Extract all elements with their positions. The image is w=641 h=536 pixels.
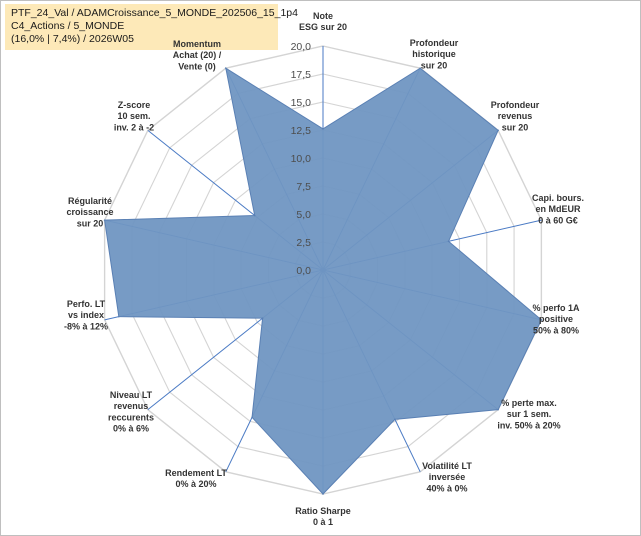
series-point bbox=[497, 408, 499, 411]
axis-label-line: inv. 2 à -2 bbox=[114, 122, 154, 132]
axis-label-line: Volatilité LT bbox=[422, 461, 472, 471]
axis-label-line: 50% à 80% bbox=[533, 325, 579, 335]
tick-label: 17,5 bbox=[291, 69, 312, 81]
radar-tick-labels: 0,0 2,5 5,0 7,5 10,0 12,5 15,0 17,5 20,0 bbox=[291, 41, 312, 277]
axis-label: Ratio Sharpe 0 à 1 bbox=[295, 506, 351, 527]
series-point bbox=[497, 129, 499, 132]
axis-label-line: inv. 50% à 20% bbox=[497, 420, 560, 430]
axis-label-line: 0% à 20% bbox=[175, 479, 216, 489]
series-point bbox=[261, 317, 264, 319]
axis-label-line: vs index bbox=[68, 310, 104, 320]
series-point bbox=[394, 418, 396, 421]
axis-label-line: Momentum bbox=[173, 39, 221, 49]
chart-header-box: PTF_24_Val / ADAMCroissance_5_MONDE_2025… bbox=[5, 4, 298, 50]
axis-label-line: Capi. bours. bbox=[532, 193, 584, 203]
axis-label: Z-score 10 sem. inv. 2 à -2 bbox=[114, 100, 154, 132]
axis-label: Note ESG sur 20 bbox=[299, 11, 347, 32]
series-area bbox=[104, 67, 543, 495]
axis-label-line: Achat (20) / bbox=[173, 50, 222, 60]
axis-label-line: Perfo. LT bbox=[67, 299, 106, 309]
series-point bbox=[253, 214, 256, 217]
tick-label: 20,0 bbox=[291, 41, 312, 53]
axis-label: Profondeur revenus sur 20 bbox=[491, 100, 540, 132]
axis-label-line: historique bbox=[412, 49, 456, 59]
axis-label-line: 10 sem. bbox=[117, 111, 150, 121]
axis-label: Volatilité LT inversée 40% à 0% bbox=[422, 461, 472, 493]
axis-label-line: sur 20 bbox=[77, 218, 104, 228]
series-point bbox=[225, 67, 227, 69]
series-point bbox=[419, 67, 421, 69]
axis-label-line: 0 à 60 G€ bbox=[538, 215, 578, 225]
axis-label-line: croissance bbox=[66, 207, 113, 217]
axis-label: Perfo. LT vs index -8% à 12% bbox=[64, 299, 108, 331]
axis-label: % perfo 1A positive 50% à 80% bbox=[532, 303, 580, 335]
series-point bbox=[322, 493, 324, 495]
axis-label-line: revenus bbox=[114, 401, 149, 411]
axis-label: Régularité croissance sur 20 bbox=[66, 196, 113, 228]
axis-label-line: Profondeur bbox=[491, 100, 540, 110]
header-line-portfolio: PTF_24_Val / ADAMCroissance_5_MONDE_2025… bbox=[11, 7, 298, 19]
radar-series bbox=[103, 67, 543, 495]
axis-label: Profondeur historique sur 20 bbox=[410, 38, 459, 70]
series-point bbox=[251, 416, 253, 419]
axis-label-line: reccurents bbox=[108, 412, 154, 422]
axis-label-line: revenus bbox=[498, 111, 533, 121]
axis-label-line: sur 20 bbox=[502, 122, 529, 132]
series-point bbox=[103, 219, 106, 221]
axis-label-line: Rendement LT bbox=[165, 468, 227, 478]
tick-label: 15,0 bbox=[291, 97, 312, 109]
axis-label: Capi. bours. en MdEUR 0 à 60 G€ bbox=[532, 193, 584, 225]
axis-label: Rendement LT 0% à 20% bbox=[165, 468, 227, 489]
axis-label-line: Régularité bbox=[68, 196, 112, 206]
tick-label: 12,5 bbox=[291, 125, 312, 137]
axis-label-line: 0% à 6% bbox=[113, 424, 149, 434]
header-line-category: C4_Actions / 5_MONDE bbox=[11, 20, 125, 32]
series-point bbox=[540, 319, 543, 321]
axis-label-line: Note bbox=[313, 11, 333, 21]
axis-label-line: positive bbox=[539, 314, 573, 324]
tick-label: 10,0 bbox=[291, 153, 312, 165]
series-point bbox=[322, 128, 324, 130]
tick-label: 2,5 bbox=[296, 237, 311, 249]
axis-label-line: sur 1 sem. bbox=[507, 409, 552, 419]
axis-label: Momentum Achat (20) / Vente (0) bbox=[173, 39, 222, 71]
axis-label-line: sur 20 bbox=[421, 60, 448, 70]
axis-label-line: en MdEUR bbox=[536, 204, 582, 214]
axis-label-line: Z-score bbox=[118, 100, 151, 110]
header-line-stats: (16,0% | 7,4%) / 2026W05 bbox=[11, 33, 134, 45]
axis-label-line: inversée bbox=[429, 472, 466, 482]
tick-label: 7,5 bbox=[296, 181, 311, 193]
axis-label-line: Vente (0) bbox=[178, 61, 216, 71]
axis-label-line: Profondeur bbox=[410, 38, 459, 48]
axis-label-line: % perte max. bbox=[501, 398, 557, 408]
tick-label: 0,0 bbox=[296, 265, 311, 277]
axis-label-line: Niveau LT bbox=[110, 390, 153, 400]
axis-label-line: Ratio Sharpe bbox=[295, 506, 351, 516]
axis-label-line: 0 à 1 bbox=[313, 517, 333, 527]
axis-label-line: -8% à 12% bbox=[64, 321, 108, 331]
axis-label-line: 40% à 0% bbox=[426, 483, 467, 493]
tick-label: 5,0 bbox=[296, 209, 311, 221]
axis-label-line: % perfo 1A bbox=[532, 303, 580, 313]
series-point bbox=[118, 315, 120, 318]
axis-label: Niveau LT revenus reccurents 0% à 6% bbox=[108, 390, 154, 434]
axis-label: % perte max. sur 1 sem. inv. 50% à 20% bbox=[497, 398, 560, 430]
axis-label-line: ESG sur 20 bbox=[299, 22, 347, 32]
series-point bbox=[447, 240, 450, 243]
